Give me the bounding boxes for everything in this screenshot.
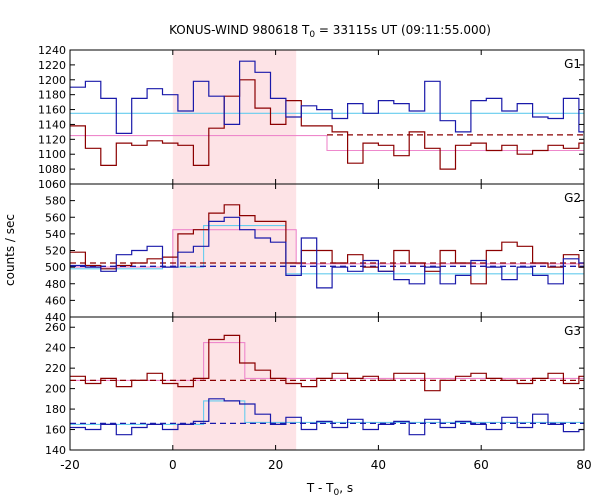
panel-g1-ytick-label: 1240 [38,44,66,57]
panel-g3-ytick-label: 240 [45,342,66,355]
panel-g2-series-red [70,204,584,285]
panel-g3-series-blue [70,398,584,436]
panel-g3-ytick-label: 220 [45,362,66,375]
panel-g1-ytick-label: 1140 [38,118,66,131]
panel-g3-ytick-label: 260 [45,321,66,334]
panel-g1-frame [69,49,585,185]
panel-g1-ytick-label: 1120 [38,133,66,146]
panel-g3-ytick-label: 180 [45,403,66,416]
panel-g3-series-red [70,334,584,392]
panel-g1-ytick-label: 1160 [38,104,66,117]
burst-interval-shade [172,50,297,450]
panel-g2-fit-line-1 [70,229,584,268]
panel-g1-ytick-label: 1220 [38,59,66,72]
chart-title: KONUS-WIND 980618 T0 = 33115s UT (09:11:… [169,23,491,40]
panel-g1-ytick-label: 1100 [38,148,66,161]
x-axis-label: T - T0, s [306,481,353,498]
panel-g2-ytick-label: 480 [45,278,66,291]
panel-g3-ytick-label: 140 [45,444,66,457]
panel-g2-ytick-label: 440 [45,311,66,324]
panel-g2-series-blue [70,216,584,289]
panel-g1-label: G1 [564,57,581,71]
panel-g3-ytick-label: 200 [45,383,66,396]
y-axis-label: counts / sec [3,214,17,286]
panel-g3-ytick-label: 160 [45,424,66,437]
xtick-label: 40 [371,458,386,472]
panel-g1-ytick-label: 1200 [38,74,66,87]
panel-g3-label: G3 [564,324,581,338]
panel-g1-ytick-label: 1180 [38,89,66,102]
panel-g1-series-blue [70,60,584,134]
panel-g2-ytick-label: 520 [45,245,66,258]
panel-g2-ytick-label: 540 [45,228,66,241]
panel-g3-frame [69,316,585,451]
xtick-label: -20 [60,458,80,472]
panel-g1-ytick-label: 1080 [38,163,66,176]
panel-g2-ytick-label: 580 [45,195,66,208]
panel-g1-fit-line-1 [70,135,584,152]
xtick-label: 60 [474,458,489,472]
panel-g2-ytick-label: 460 [45,294,66,307]
xtick-label: 20 [268,458,283,472]
panel-g2-label: G2 [564,191,581,205]
panel-g1-series-red [70,79,584,170]
panel-g2-ytick-label: 500 [45,261,66,274]
xtick-label: 80 [576,458,591,472]
xtick-label: 0 [169,458,177,472]
panel-g1-ytick-label: 1060 [38,178,66,191]
panel-g2-ytick-label: 560 [45,211,66,224]
